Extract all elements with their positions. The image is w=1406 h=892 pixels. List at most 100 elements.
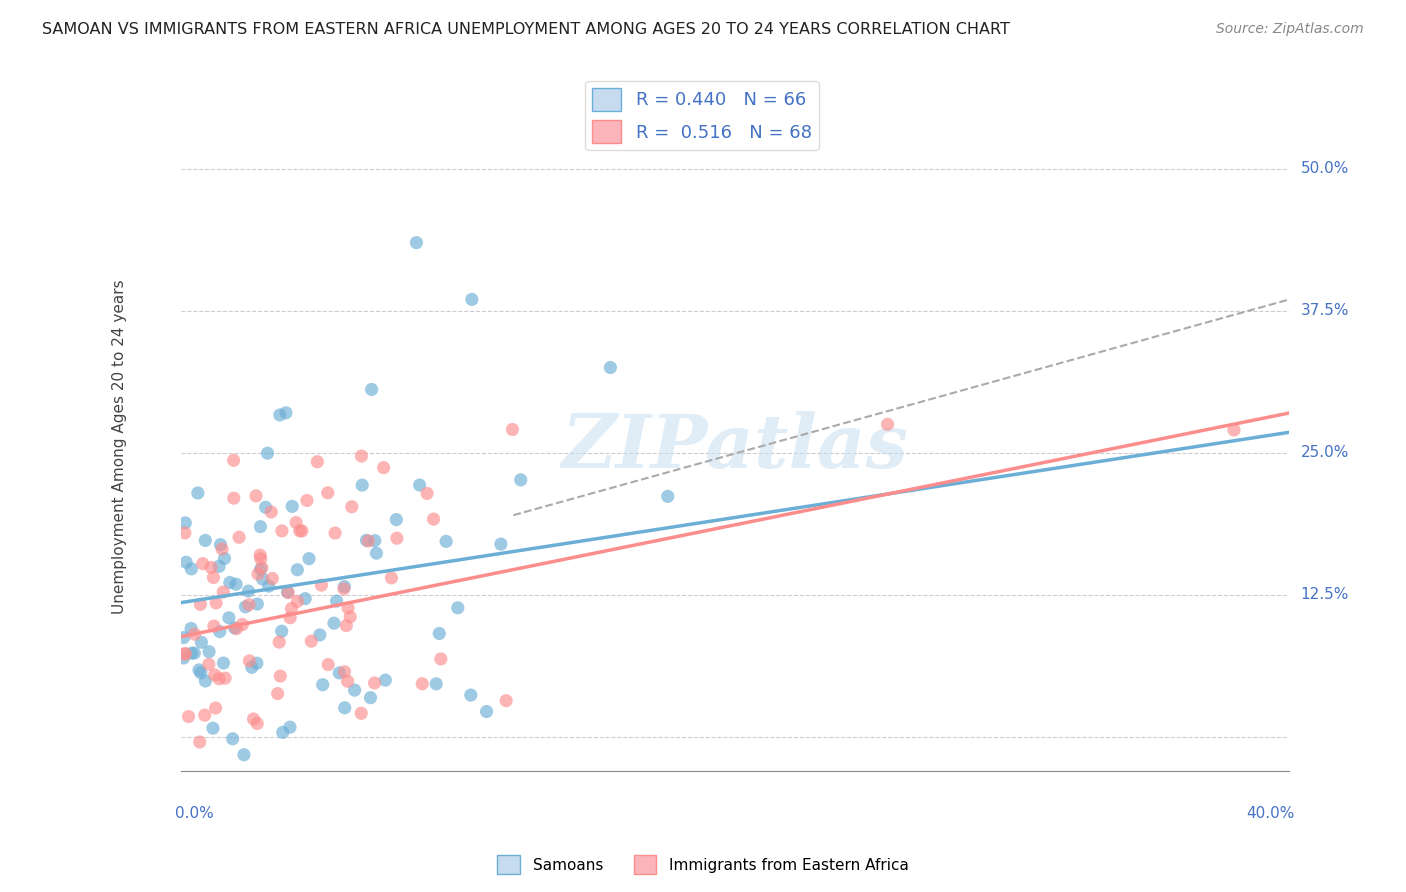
Point bbox=[190, 598, 212, 612]
Point bbox=[205, 596, 228, 610]
Point bbox=[211, 541, 233, 556]
Point bbox=[225, 622, 247, 636]
Point bbox=[357, 534, 380, 549]
Point bbox=[323, 616, 346, 631]
Point bbox=[249, 548, 271, 562]
Point bbox=[190, 635, 212, 649]
Point bbox=[245, 489, 267, 503]
Text: 37.5%: 37.5% bbox=[1301, 303, 1348, 318]
Point bbox=[277, 585, 299, 599]
Point bbox=[350, 449, 373, 463]
Point bbox=[422, 512, 444, 526]
Point bbox=[416, 486, 439, 500]
Point bbox=[194, 673, 217, 688]
Point bbox=[208, 672, 231, 686]
Point bbox=[231, 617, 253, 632]
Point bbox=[360, 690, 382, 705]
Point bbox=[308, 628, 330, 642]
Point bbox=[385, 531, 408, 545]
Point bbox=[177, 709, 200, 723]
Point bbox=[411, 677, 433, 691]
Point bbox=[180, 646, 202, 660]
Point bbox=[225, 577, 247, 591]
Point bbox=[188, 663, 211, 677]
Point bbox=[311, 678, 333, 692]
Point bbox=[246, 657, 269, 671]
Point bbox=[340, 500, 363, 514]
Point bbox=[260, 505, 283, 519]
Point bbox=[254, 500, 277, 515]
Point bbox=[242, 712, 264, 726]
Text: SAMOAN VS IMMIGRANTS FROM EASTERN AFRICA UNEMPLOYMENT AMONG AGES 20 TO 24 YEARS : SAMOAN VS IMMIGRANTS FROM EASTERN AFRICA… bbox=[42, 22, 1010, 37]
Point bbox=[257, 579, 280, 593]
Point bbox=[501, 422, 523, 436]
Point bbox=[323, 526, 346, 541]
Point bbox=[269, 669, 291, 683]
Point bbox=[311, 578, 333, 592]
Point bbox=[425, 677, 447, 691]
Text: 25.0%: 25.0% bbox=[1301, 445, 1348, 460]
Point bbox=[228, 530, 250, 544]
Point bbox=[336, 674, 359, 689]
Point bbox=[364, 533, 387, 548]
Legend: Samoans, Immigrants from Eastern Africa: Samoans, Immigrants from Eastern Africa bbox=[491, 849, 915, 880]
Point bbox=[294, 591, 316, 606]
Point bbox=[374, 673, 396, 687]
Point bbox=[218, 575, 240, 590]
Point bbox=[495, 694, 517, 708]
Point bbox=[173, 651, 195, 665]
Point bbox=[278, 610, 301, 624]
Text: ZIPatlas: ZIPatlas bbox=[562, 411, 908, 483]
Point bbox=[173, 631, 195, 645]
Point bbox=[280, 601, 302, 615]
Point bbox=[191, 557, 214, 571]
Point bbox=[385, 513, 408, 527]
Point bbox=[333, 701, 356, 715]
Point bbox=[363, 676, 385, 690]
Point bbox=[276, 585, 298, 599]
Point bbox=[174, 525, 197, 540]
Point bbox=[295, 493, 318, 508]
Point bbox=[356, 533, 378, 548]
Point bbox=[599, 360, 621, 375]
Point bbox=[202, 619, 225, 633]
Point bbox=[285, 563, 308, 577]
Point bbox=[373, 460, 395, 475]
Point bbox=[380, 571, 402, 585]
Text: Unemployment Among Ages 20 to 24 years: Unemployment Among Ages 20 to 24 years bbox=[112, 280, 128, 615]
Point bbox=[307, 455, 329, 469]
Point bbox=[197, 657, 219, 672]
Point bbox=[222, 453, 245, 467]
Point bbox=[281, 500, 304, 514]
Point bbox=[201, 721, 224, 735]
Point bbox=[174, 516, 197, 530]
Point bbox=[174, 648, 197, 662]
Text: 0.0%: 0.0% bbox=[176, 806, 214, 822]
Point bbox=[405, 235, 427, 250]
Point bbox=[262, 572, 284, 586]
Point bbox=[174, 555, 197, 569]
Point bbox=[256, 446, 278, 460]
Point bbox=[180, 622, 202, 636]
Point bbox=[335, 618, 357, 632]
Point bbox=[333, 665, 356, 679]
Text: 50.0%: 50.0% bbox=[1301, 161, 1348, 177]
Point bbox=[198, 645, 221, 659]
Point bbox=[1223, 423, 1246, 437]
Point bbox=[274, 406, 297, 420]
Text: Source: ZipAtlas.com: Source: ZipAtlas.com bbox=[1216, 22, 1364, 37]
Point bbox=[187, 486, 209, 500]
Point bbox=[343, 683, 366, 698]
Point bbox=[328, 665, 350, 680]
Point bbox=[246, 716, 269, 731]
Point bbox=[316, 485, 339, 500]
Point bbox=[240, 660, 263, 674]
Point bbox=[238, 598, 260, 612]
Point bbox=[287, 594, 309, 608]
Point bbox=[174, 647, 197, 661]
Point bbox=[434, 534, 457, 549]
Point bbox=[194, 533, 217, 548]
Point bbox=[209, 538, 232, 552]
Point bbox=[333, 582, 356, 596]
Point bbox=[250, 560, 273, 574]
